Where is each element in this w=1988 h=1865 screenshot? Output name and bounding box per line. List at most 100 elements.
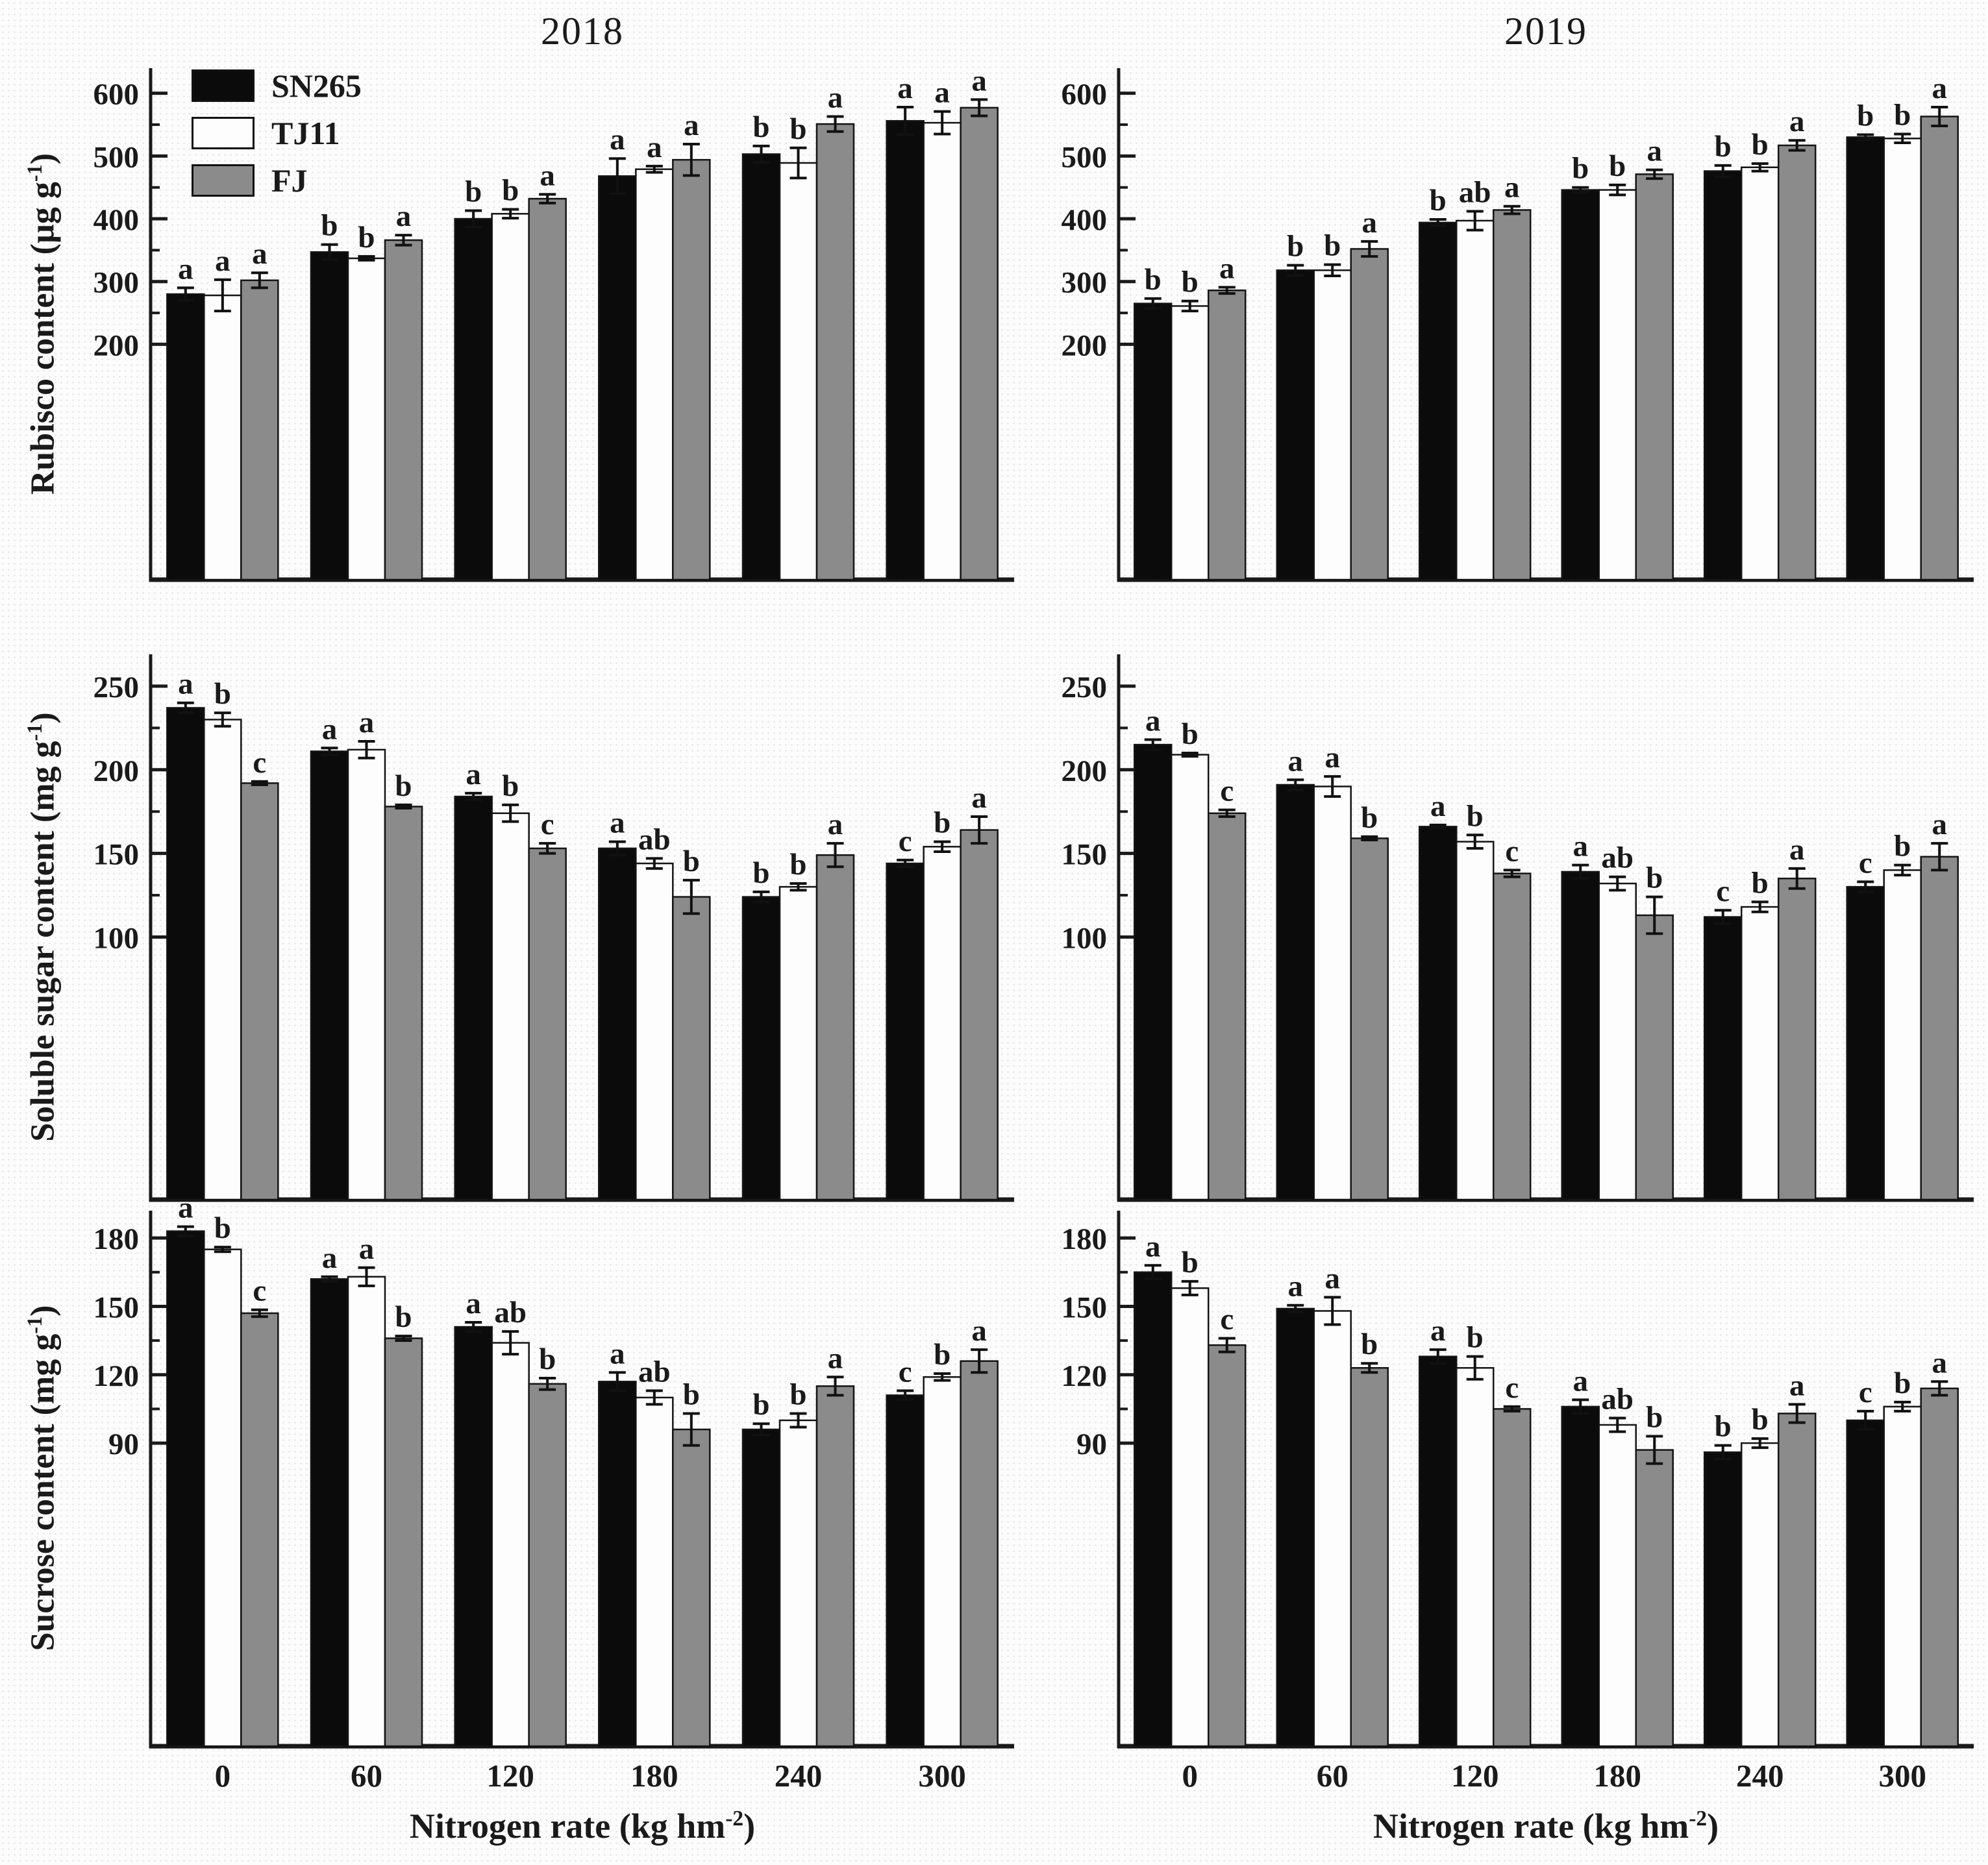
bar-tj11 xyxy=(923,846,962,1201)
sig-letter: a xyxy=(1145,1229,1161,1263)
sig-letter: a xyxy=(1219,251,1235,285)
bar-tj11 xyxy=(1171,754,1210,1201)
bar-fj xyxy=(1493,209,1532,581)
y-axis-label-text: Sucrose content (mg g xyxy=(24,1333,62,1651)
sig-letter: b xyxy=(1894,99,1911,132)
legend-swatch-sn265 xyxy=(192,69,255,102)
sig-letter: b xyxy=(1430,184,1447,217)
y-tick-label: 180 xyxy=(1062,1222,1108,1256)
x-tick-label: 0 xyxy=(1182,1758,1199,1794)
y-tick-label: 150 xyxy=(1062,838,1108,872)
x-tick-label: 0 xyxy=(215,1758,231,1794)
x-axis-label-sup: -2 xyxy=(1689,1807,1708,1831)
bar-fj xyxy=(960,106,999,581)
bar-tj11 xyxy=(203,719,242,1201)
y-tick-label: 200 xyxy=(1062,328,1108,362)
y-tick-label: 500 xyxy=(93,140,140,174)
y-tick-label: 600 xyxy=(93,78,140,112)
sig-letter: a xyxy=(1325,741,1341,774)
bar-tj11 xyxy=(1741,906,1780,1201)
panel-title-2018: 2018 xyxy=(541,10,624,53)
sig-letter: c xyxy=(1220,774,1234,808)
sig-letter: c xyxy=(899,1355,912,1389)
legend-item-tj11: TJ11 xyxy=(192,115,362,151)
bar-sn265 xyxy=(454,1326,493,1748)
sig-letter: b xyxy=(789,112,806,146)
x-tick-label: 180 xyxy=(1594,1758,1642,1794)
sig-letter: b xyxy=(752,1388,769,1422)
legend-item-fj: FJ xyxy=(192,162,362,199)
sig-letter: a xyxy=(971,64,987,97)
sig-letter: a xyxy=(466,758,481,791)
sig-letter: b xyxy=(789,848,806,882)
sig-letter: ab xyxy=(1459,175,1491,209)
y-tick-label: 200 xyxy=(93,754,140,788)
sig-letter: a xyxy=(971,781,987,815)
legend-label-tj11: TJ11 xyxy=(271,115,340,151)
sig-letter: a xyxy=(178,667,193,701)
x-axis-label-text: Nitrogen rate (kg hm xyxy=(409,1807,726,1846)
sig-letter: a xyxy=(1647,134,1663,168)
x-axis-label-close: ) xyxy=(743,1807,756,1846)
sig-letter: c xyxy=(1859,1376,1872,1409)
bar-fj xyxy=(240,782,279,1201)
sig-letter: b xyxy=(789,1377,806,1411)
bar-fj xyxy=(384,1337,423,1748)
legend-label-fj: FJ xyxy=(271,162,308,199)
y-tick-label: 90 xyxy=(1076,1427,1107,1461)
bar-fj xyxy=(1778,144,1817,581)
bar-sn265 xyxy=(1846,136,1885,581)
bar-fj xyxy=(672,1428,711,1748)
bar-tj11 xyxy=(1171,1287,1210,1748)
bar-tj11 xyxy=(1883,869,1922,1201)
bar-fj xyxy=(1493,872,1532,1201)
bar-fj xyxy=(672,896,711,1201)
sig-letter: ab xyxy=(1601,1382,1634,1416)
sig-letter: b xyxy=(1182,1246,1199,1279)
sig-letter: a xyxy=(610,806,625,840)
sig-letter: b xyxy=(752,856,769,890)
y-axis-label-text: Rubisco content (µg g xyxy=(24,182,62,495)
bar-fj xyxy=(528,197,567,581)
sig-letter: ab xyxy=(1601,841,1634,875)
bar-sn265 xyxy=(886,862,925,1201)
sig-letter: a xyxy=(971,1314,987,1348)
bar-sn265 xyxy=(1419,826,1458,1201)
bar-sn265 xyxy=(1846,1419,1885,1748)
bar-sn265 xyxy=(1276,784,1315,1201)
bar-sn265 xyxy=(741,896,781,1201)
x-tick-label: 300 xyxy=(918,1758,966,1794)
sig-letter: c xyxy=(1859,846,1872,880)
sig-letter: b xyxy=(1646,1401,1663,1435)
sig-letter: b xyxy=(1467,799,1484,833)
sig-letter: b xyxy=(1609,149,1626,183)
sig-letter: a xyxy=(934,76,950,110)
y-tick-label: 90 xyxy=(108,1427,139,1461)
sig-letter: a xyxy=(610,1337,625,1370)
bar-sn265 xyxy=(598,1381,637,1748)
sig-letter: b xyxy=(1646,861,1663,895)
sig-letter: c xyxy=(1716,874,1730,908)
bar-sn265 xyxy=(741,1428,781,1748)
bar-sn265 xyxy=(1134,743,1173,1201)
y-tick-label: 400 xyxy=(93,203,140,237)
bar-sn265 xyxy=(741,153,781,581)
sig-letter: a xyxy=(1932,808,1948,841)
bar-fj xyxy=(1920,116,1959,581)
sig-letter: b xyxy=(214,677,231,711)
sig-letter: a xyxy=(684,108,699,142)
legend-swatch-tj11 xyxy=(192,117,255,149)
y-tick-label: 180 xyxy=(93,1222,140,1256)
sig-letter: a xyxy=(1430,1314,1446,1348)
bar-fj xyxy=(1208,1344,1247,1748)
sig-letter: a xyxy=(1362,206,1378,240)
y-axis-label-sucrose: Sucrose content (mg g-1) xyxy=(23,1121,64,1835)
bar-fj xyxy=(815,1385,855,1748)
sig-letter: c xyxy=(253,746,266,780)
sig-letter: b xyxy=(1894,830,1911,863)
x-axis-label-text: Nitrogen rate (kg hm xyxy=(1373,1807,1689,1846)
